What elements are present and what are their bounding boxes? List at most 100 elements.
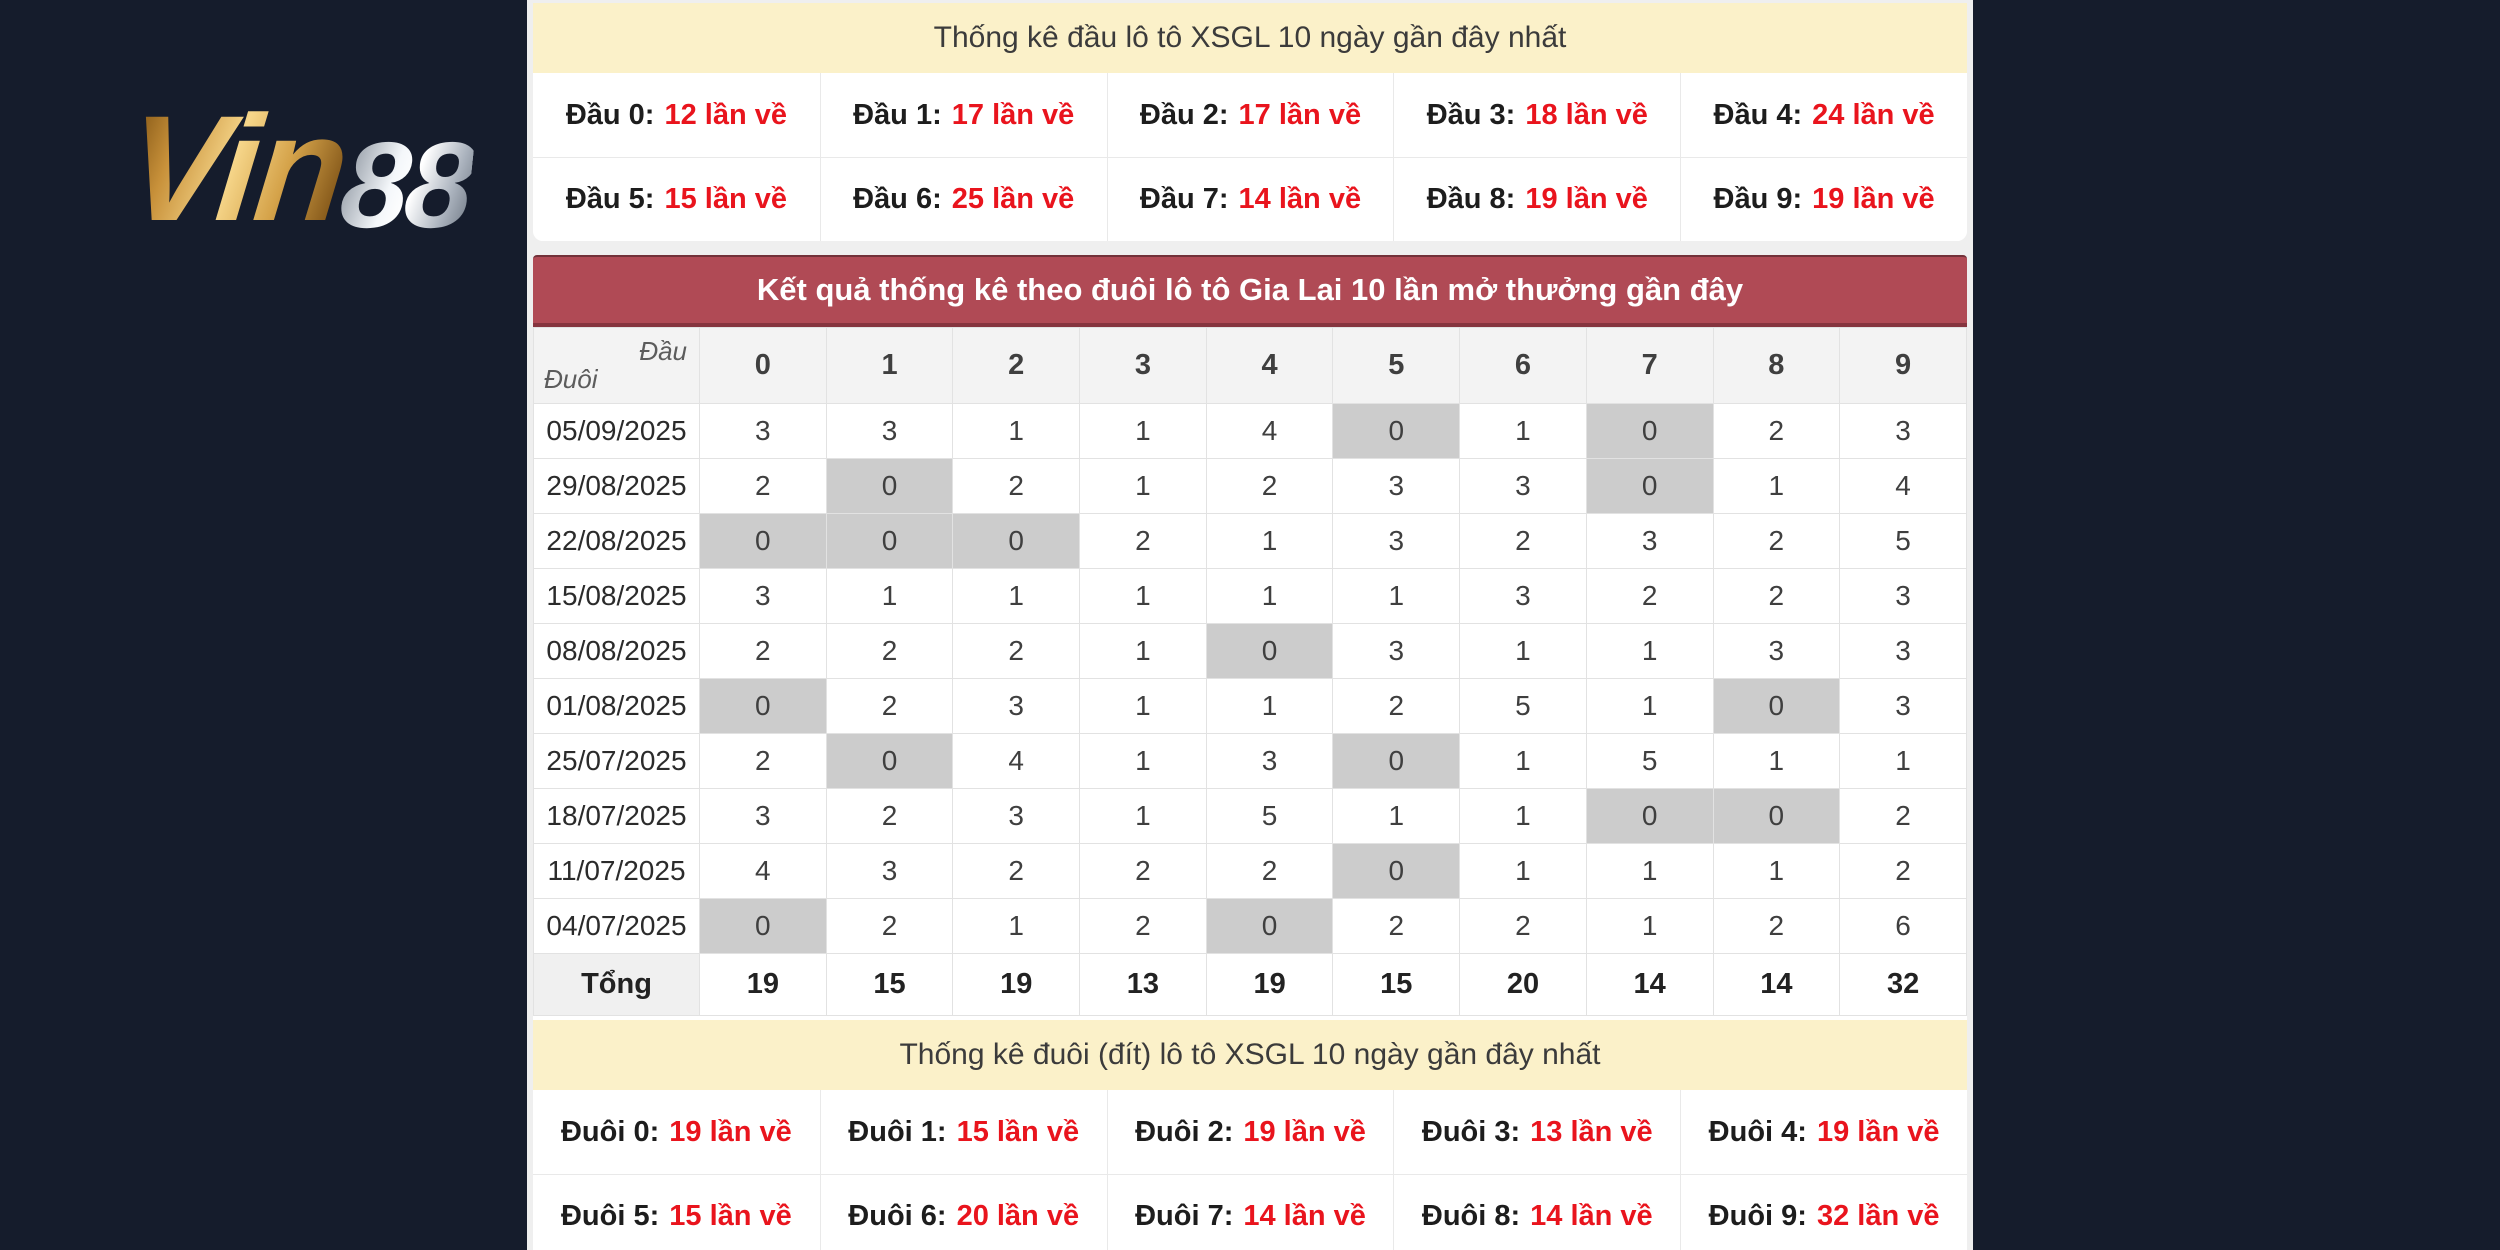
- value-cell: 2: [699, 623, 827, 679]
- stat-value: 19 lần về: [1816, 1115, 1940, 1148]
- stat-cell: Đuôi 1: 15 lần về: [819, 1090, 1107, 1174]
- value-cell: 0: [1332, 733, 1461, 789]
- value-cell: 2: [699, 458, 827, 514]
- value-cell: 2: [1332, 678, 1461, 734]
- total-value: 19: [952, 953, 1081, 1016]
- corner-dau-label: Đầu: [639, 336, 687, 366]
- value-cell: 1: [1585, 843, 1714, 899]
- column-header: 9: [1839, 327, 1967, 404]
- value-cell: 1: [1712, 843, 1841, 899]
- value-cell: 0: [1205, 898, 1334, 954]
- stat-value: 14 lần về: [1530, 1200, 1653, 1232]
- stat-cell: Đuôi 4: 19 lần về: [1680, 1090, 1967, 1174]
- value-cell: 1: [1459, 623, 1587, 679]
- value-cell: 3: [1585, 513, 1714, 569]
- value-cell: 4: [1205, 403, 1334, 459]
- section-gap: [533, 241, 1967, 255]
- stat-label: Đầu 7:: [1139, 183, 1229, 215]
- stat-label: Đuôi 7:: [1135, 1200, 1234, 1232]
- value-cell: 2: [952, 458, 1081, 514]
- stat-cell: Đầu 4: 24 lần về: [1680, 73, 1967, 157]
- value-cell: 2: [825, 898, 954, 954]
- column-header: 5: [1332, 327, 1461, 404]
- value-cell: 1: [952, 568, 1081, 624]
- value-cell: 1: [1585, 678, 1714, 734]
- value-cell: 2: [1079, 513, 1207, 569]
- stat-cell: Đuôi 9: 32 lần về: [1680, 1174, 1967, 1250]
- date-cell: 15/08/2025: [533, 568, 700, 624]
- stat-value: 15 lần về: [669, 1200, 792, 1232]
- stat-cell: Đuôi 2: 19 lần về: [1106, 1090, 1394, 1174]
- stat-cell: Đuôi 7: 14 lần về: [1106, 1174, 1394, 1250]
- value-cell: 2: [1459, 898, 1587, 954]
- matrix-data-row: 05/09/2025 3 3 1 1 4 0 1 0 2 3: [533, 403, 1967, 459]
- date-cell: 04/07/2025: [533, 898, 700, 954]
- value-cell: 2: [1839, 788, 1967, 844]
- tail-stats-title: Thống kê đuôi (đít) lô tô XSGL 10 ngày g…: [533, 1020, 1967, 1090]
- total-value: 14: [1585, 953, 1714, 1016]
- value-cell: 1: [952, 898, 1081, 954]
- stat-cell: Đuôi 6: 20 lần về: [819, 1174, 1107, 1250]
- value-cell: 1: [1079, 678, 1207, 734]
- value-cell: 0: [1332, 843, 1461, 899]
- stat-label: Đầu 9:: [1713, 183, 1803, 215]
- stat-label: Đầu 5:: [565, 183, 655, 215]
- value-cell: 1: [1079, 788, 1207, 844]
- stat-label: Đuôi 9:: [1708, 1200, 1807, 1232]
- stat-cell: Đầu 3: 18 lần về: [1393, 73, 1680, 157]
- stat-label: Đuôi 8:: [1421, 1200, 1521, 1232]
- value-cell: 3: [1839, 403, 1967, 459]
- value-cell: 1: [1459, 733, 1587, 789]
- stat-value: 18 lần về: [1525, 98, 1648, 131]
- stat-value: 15 lần về: [664, 183, 787, 215]
- value-cell: 2: [952, 623, 1081, 679]
- value-cell: 4: [952, 733, 1081, 789]
- total-value: 19: [1205, 953, 1334, 1016]
- stat-value: 20 lần về: [956, 1200, 1080, 1232]
- value-cell: 2: [1712, 568, 1841, 624]
- value-cell: 3: [1459, 458, 1587, 514]
- stat-value: 12 lần về: [664, 98, 787, 131]
- value-cell: 0: [825, 513, 954, 569]
- value-cell: 3: [699, 788, 827, 844]
- value-cell: 1: [1205, 568, 1334, 624]
- stat-value: 15 lần về: [956, 1115, 1080, 1148]
- stat-value: 17 lần về: [951, 98, 1075, 131]
- matrix-total-row: Tổng 19 15 19 13 19 15 20 14 14 32: [533, 953, 1967, 1016]
- stat-cell: Đầu 7: 14 lần về: [1106, 157, 1394, 241]
- value-cell: 2: [699, 733, 827, 789]
- value-cell: 0: [1712, 788, 1841, 844]
- value-cell: 1: [825, 568, 954, 624]
- value-cell: 3: [1205, 733, 1334, 789]
- stat-label: Đuôi 4:: [1708, 1115, 1807, 1148]
- date-cell: 01/08/2025: [533, 678, 700, 734]
- statistics-panel: Thống kê đầu lô tô XSGL 10 ngày gần đây …: [527, 0, 1973, 1250]
- value-cell: 3: [699, 568, 827, 624]
- value-cell: 3: [952, 678, 1081, 734]
- stat-cell: Đầu 8: 19 lần về: [1393, 157, 1681, 241]
- matrix-data-row: 18/07/2025 3 2 3 1 5 1 1 0 0 2: [533, 788, 1967, 844]
- stat-value: 19 lần về: [1525, 183, 1648, 215]
- stat-value: 13 lần về: [1530, 1115, 1653, 1148]
- value-cell: 2: [1079, 843, 1207, 899]
- value-cell: 1: [952, 403, 1081, 459]
- value-cell: 3: [825, 403, 954, 459]
- value-cell: 3: [699, 403, 827, 459]
- total-label: Tổng: [533, 953, 700, 1016]
- stat-cell: Đuôi 8: 14 lần về: [1393, 1174, 1681, 1250]
- matrix-data-row: 22/08/2025 0 0 0 2 1 3 2 3 2 5: [533, 513, 1967, 569]
- value-cell: 1: [1839, 733, 1967, 789]
- stat-cell: Đầu 6: 25 lần về: [819, 157, 1107, 241]
- date-cell: 05/09/2025: [533, 403, 700, 459]
- value-cell: 2: [1712, 513, 1841, 569]
- matrix-data-row: 15/08/2025 3 1 1 1 1 1 3 2 2 3: [533, 568, 1967, 624]
- stat-value: 19 lần về: [669, 1115, 792, 1148]
- tail-stats-grid: Đuôi 0: 19 lần về Đuôi 1: 15 lần về Đuôi 2: 1…: [533, 1090, 1967, 1250]
- total-value: 15: [1332, 953, 1461, 1016]
- value-cell: 5: [1585, 733, 1714, 789]
- total-value: 32: [1839, 953, 1967, 1016]
- value-cell: 1: [1205, 678, 1334, 734]
